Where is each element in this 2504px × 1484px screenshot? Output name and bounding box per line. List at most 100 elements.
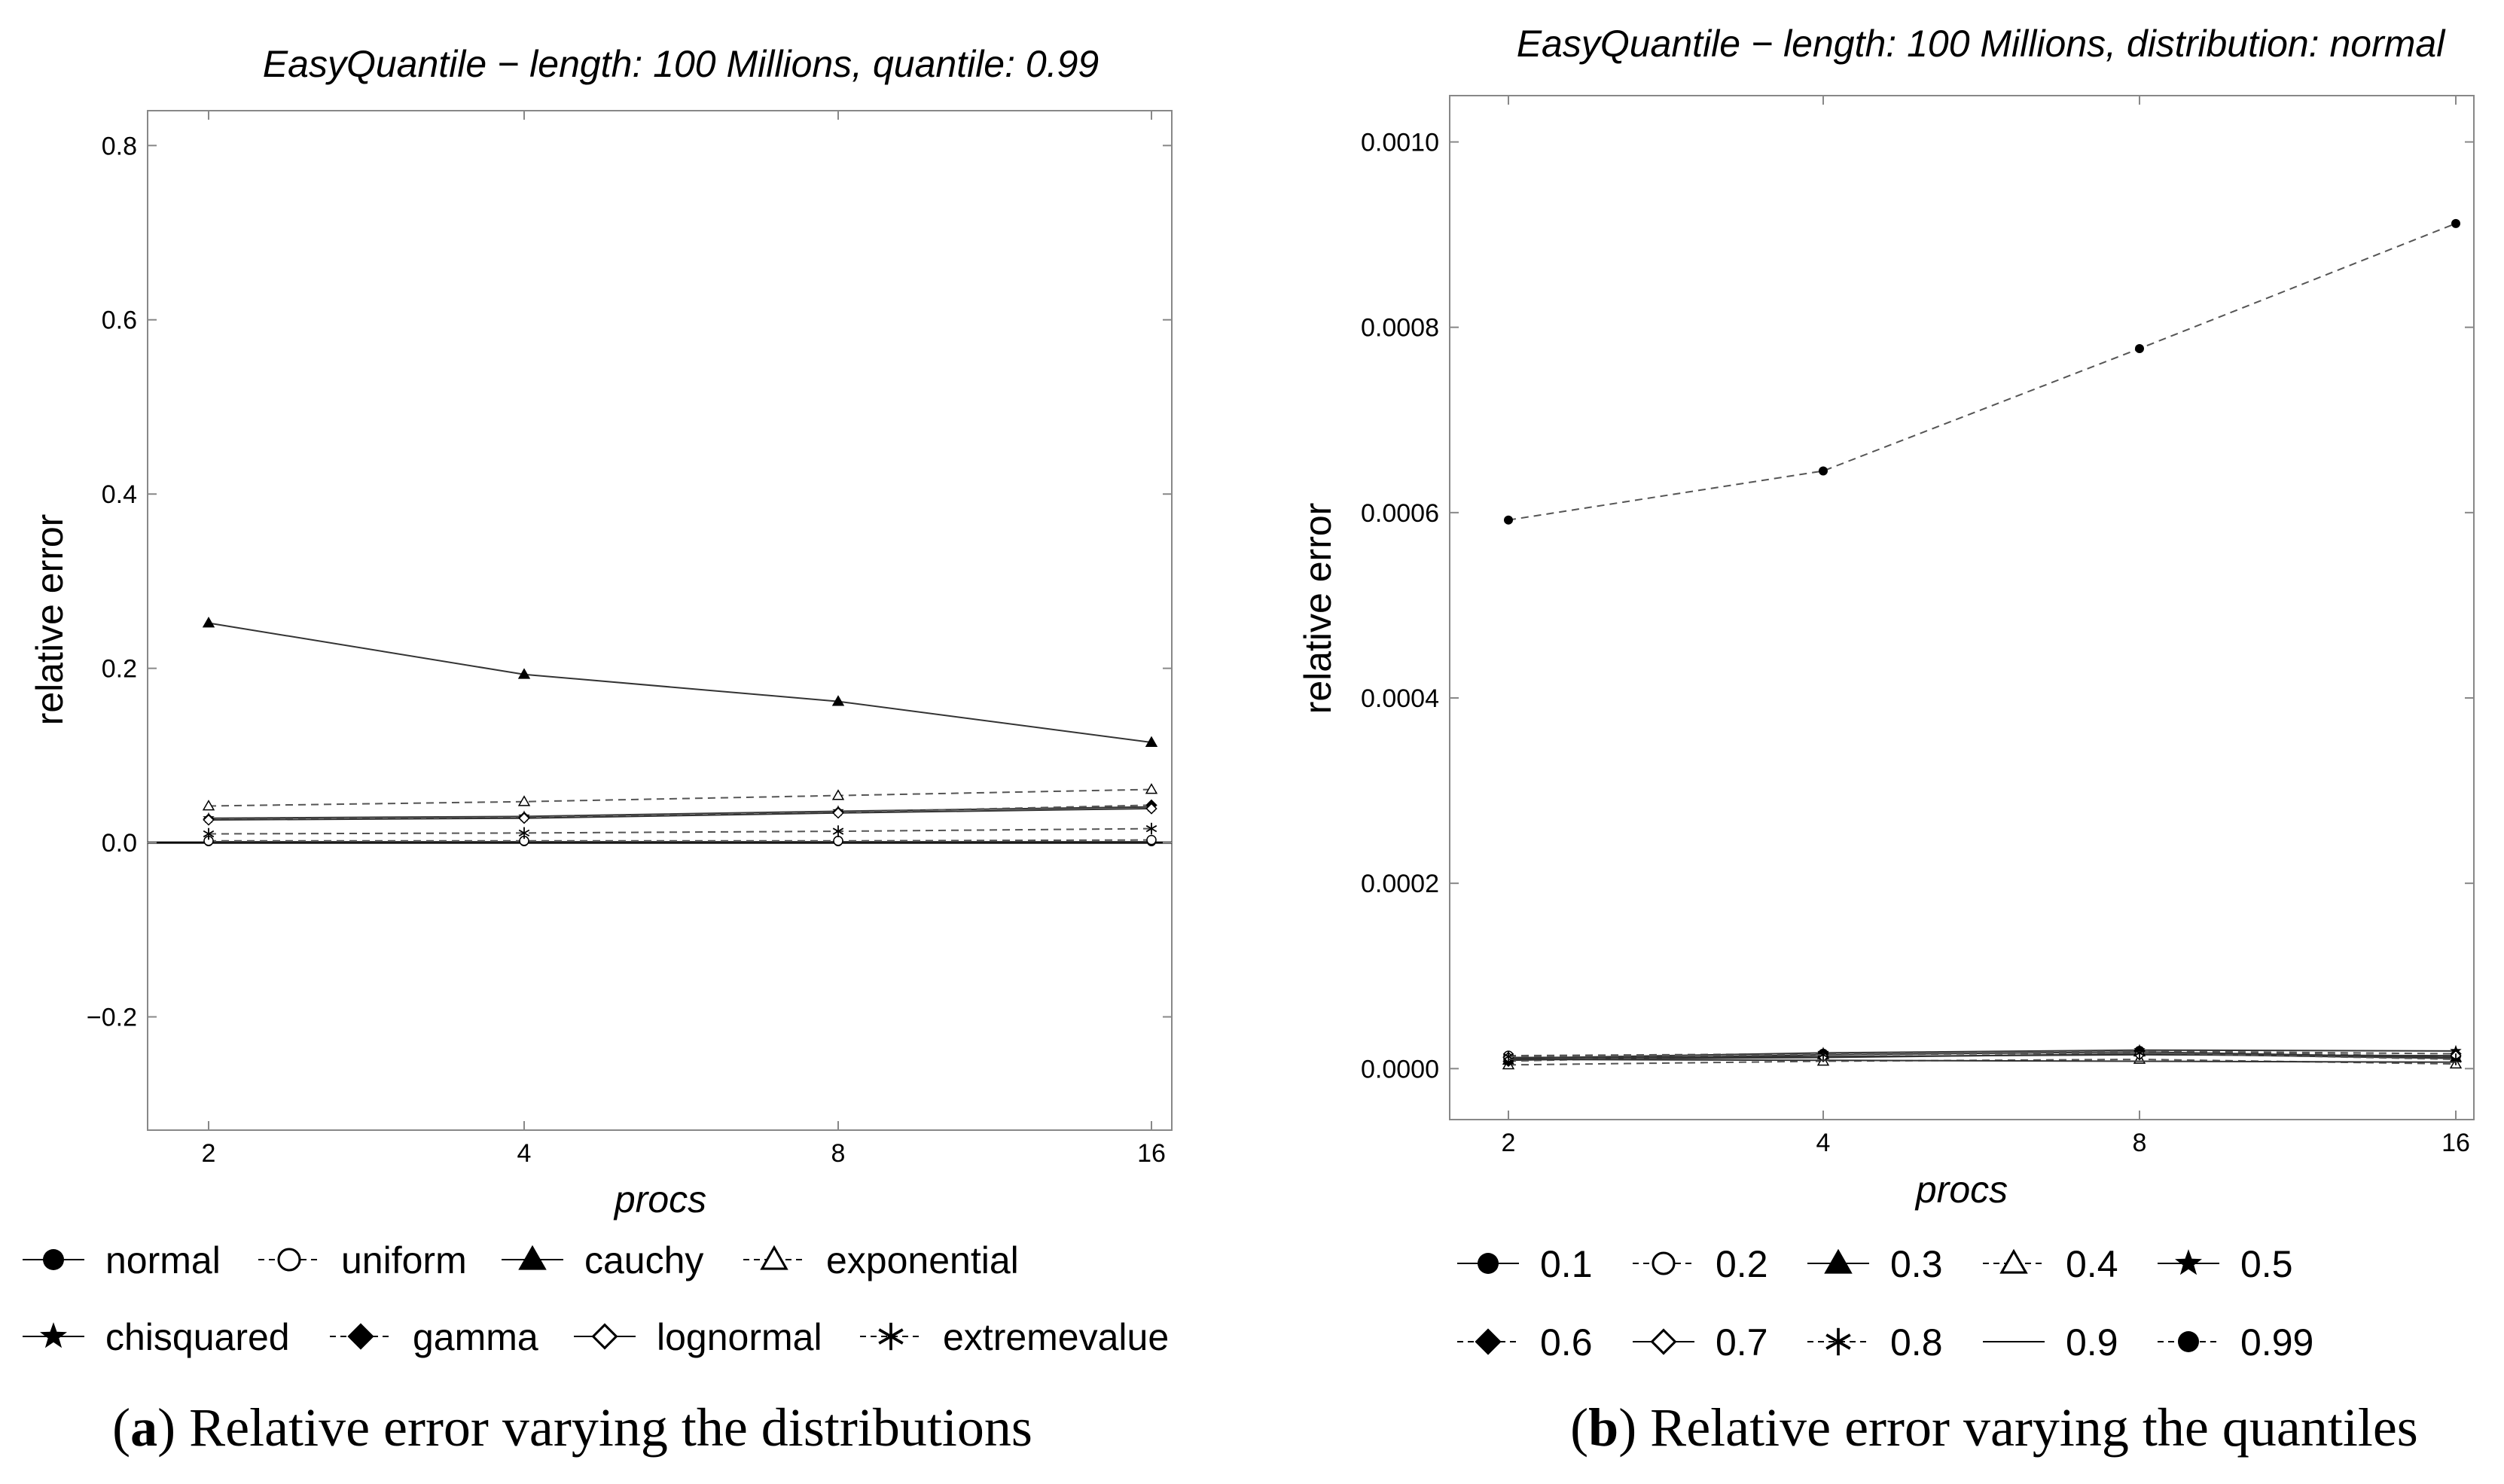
legend-marker [40,1322,67,1348]
data-point [1502,1050,1514,1063]
data-point [1146,834,1157,846]
series-line [209,839,1152,842]
legend-item: 0.5 [2158,1243,2293,1285]
series-line [1508,1059,2457,1063]
legend-item: extremevalue [860,1316,1169,1358]
legend-marker [518,1245,547,1270]
series-0-8 [1502,1047,2462,1065]
data-point [1145,736,1158,747]
y-tick-label: 0.6 [102,306,137,335]
legend-item: normal [23,1239,221,1281]
data-point [1145,783,1158,794]
series-0-99 [1504,218,2460,525]
legend-label: 0.1 [1540,1243,1593,1285]
series-normal [204,836,1156,846]
series-line [208,622,1152,744]
data-point [2135,344,2144,353]
legend-label: 0.6 [1540,1321,1593,1364]
data-point [1817,1049,1829,1061]
data-point [518,827,530,840]
legend-label: lognormal [657,1316,822,1358]
caption-paren: ( [1570,1397,1588,1458]
caption-text: ) Relative error varying the quantiles [1618,1397,2418,1458]
y-tick-label: 0.0010 [1361,129,1439,157]
legend-item: 0.9 [1983,1321,2118,1364]
legend-marker [878,1322,904,1351]
legend-item: lognormal [574,1316,822,1358]
y-tick-label: −0.2 [87,1004,137,1032]
legend-marker [1999,1248,2028,1274]
plot-frame [1449,95,2475,1120]
data-point [2133,1047,2146,1059]
legend-marker [43,1249,64,1270]
chart-title: EasyQuantile − length: 100 Millions, dis… [1517,23,2446,65]
legend-item: 0.7 [1633,1321,1768,1364]
caption-letter: a [130,1397,157,1458]
y-axis-label: relative error [29,514,71,726]
legend-marker [760,1245,788,1270]
data-point [518,812,530,824]
series-line [208,827,1152,835]
x-tick-label: 2 [1502,1129,1516,1157]
data-point [1145,803,1157,815]
legend-label: 0.3 [1890,1243,1943,1285]
legend-label: gamma [413,1316,538,1358]
x-tick-label: 2 [202,1139,216,1168]
legend-item: 0.2 [1633,1243,1768,1285]
y-tick-label: 0.2 [102,655,137,684]
data-point [203,827,215,840]
data-point [2451,218,2460,228]
legend-label: 0.7 [1716,1321,1768,1364]
legend-marker [1825,1327,1851,1356]
series-line [1508,1052,2457,1060]
series-line [208,807,1152,821]
legend-marker [2175,1249,2202,1275]
data-point [831,789,845,800]
legend-item: 0.4 [1983,1243,2118,1285]
legend-label: chisquared [105,1316,290,1358]
legend-label: normal [105,1239,221,1281]
legend-label: 0.2 [1716,1243,1768,1285]
legend-marker [277,1248,301,1272]
x-tick-label: 4 [517,1139,532,1168]
legend-marker [1652,1251,1676,1275]
legend-label: 0.5 [2240,1243,2293,1285]
x-tick-label: 4 [1816,1129,1831,1157]
data-point [1504,515,1513,525]
series-cauchy [202,617,1158,747]
legend-marker [1478,1253,1499,1274]
legend-item: cauchy [502,1239,703,1281]
figure-caption: (a) Relative error varying the distribut… [112,1397,1032,1458]
data-point [1145,822,1157,835]
series-gamma [203,799,1157,825]
data-point [202,800,215,811]
series-line [208,806,1152,819]
legend-label: 0.8 [1890,1321,1943,1364]
legend-label: exponential [826,1239,1019,1281]
y-tick-label: 0.8 [102,132,137,160]
y-tick-label: 0.0 [102,829,137,858]
legend-item: 0.99 [2158,1321,2313,1364]
legend-item: chisquared [23,1316,290,1358]
legend-label: 0.9 [2066,1321,2118,1364]
series-0-9 [1508,1059,2457,1063]
y-axis-label: relative error [1297,503,1339,715]
legend-marker [1650,1328,1677,1355]
series-line [1508,1050,2457,1058]
figure-caption: (b) Relative error varying the quantiles [1570,1397,2418,1458]
caption-text: ) Relative error varying the distributio… [157,1397,1032,1458]
legend-item: uniform [258,1239,467,1281]
plot-frame [147,110,1173,1131]
y-tick-label: 0.0002 [1361,870,1439,898]
legend-item: gamma [330,1316,538,1358]
series-line [1508,222,2457,521]
y-tick-label: 0.0008 [1361,314,1439,343]
x-tick-label: 16 [2441,1129,2470,1157]
y-tick-label: 0.4 [102,480,137,509]
legend-label: 0.4 [2066,1243,2118,1285]
legend-marker [1824,1248,1853,1274]
legend-label: uniform [341,1239,467,1281]
x-tick-label: 8 [2133,1129,2147,1157]
data-point [1819,466,1828,476]
